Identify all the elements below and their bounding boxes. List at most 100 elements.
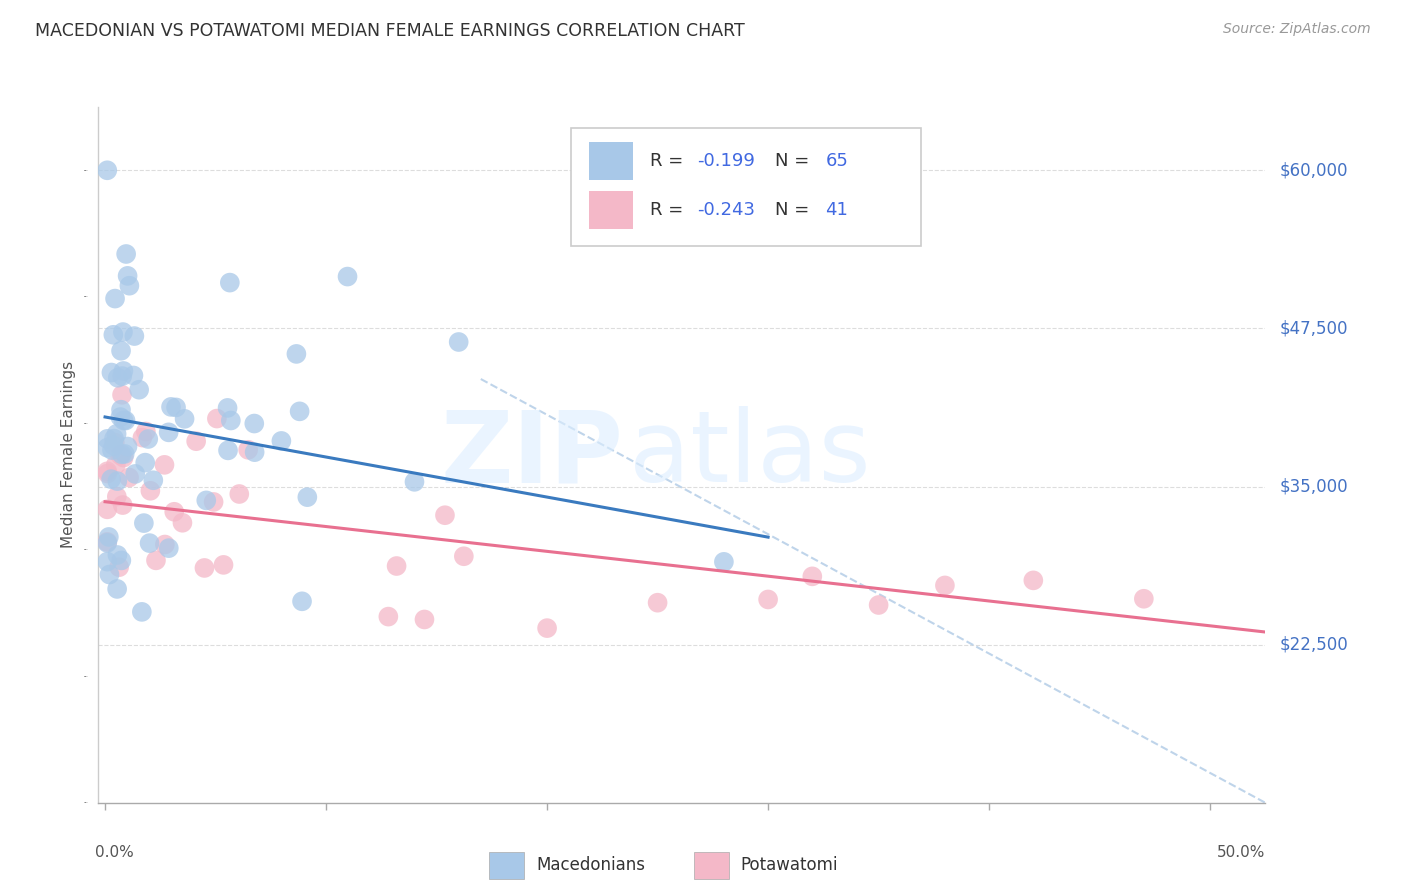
Point <box>134 456 156 470</box>
Point <box>1133 591 1156 606</box>
Text: $60,000: $60,000 <box>1279 161 1348 179</box>
Point <box>118 470 141 484</box>
Point <box>112 450 135 465</box>
Point <box>96 502 118 516</box>
Point <box>1022 574 1045 588</box>
Point <box>138 536 160 550</box>
Point <box>228 487 250 501</box>
Point <box>96 432 118 446</box>
Point <box>413 612 436 626</box>
Point <box>103 327 125 342</box>
Point <box>285 347 308 361</box>
Point <box>110 553 132 567</box>
Point <box>219 413 242 427</box>
FancyBboxPatch shape <box>589 191 633 228</box>
Point <box>105 582 128 596</box>
Point <box>110 343 132 358</box>
Text: MACEDONIAN VS POTAWATOMI MEDIAN FEMALE EARNINGS CORRELATION CHART: MACEDONIAN VS POTAWATOMI MEDIAN FEMALE E… <box>35 22 745 40</box>
Point <box>217 443 239 458</box>
Point <box>105 490 128 504</box>
Point <box>453 549 475 564</box>
Point <box>104 292 127 306</box>
Point <box>97 530 120 544</box>
Point <box>117 440 139 454</box>
Point <box>205 411 228 425</box>
Point <box>124 329 146 343</box>
Point <box>195 493 218 508</box>
Y-axis label: Median Female Earnings: Median Female Earnings <box>60 361 76 549</box>
Point <box>243 445 266 459</box>
FancyBboxPatch shape <box>693 852 728 880</box>
Point <box>111 369 134 384</box>
Point <box>103 432 125 446</box>
Point <box>536 621 558 635</box>
Point <box>107 370 129 384</box>
Text: Potawatomi: Potawatomi <box>741 856 838 874</box>
Point <box>270 434 292 448</box>
Text: R =: R = <box>651 153 683 170</box>
Point <box>157 425 180 440</box>
Point <box>108 560 131 574</box>
Point <box>297 490 319 504</box>
Point <box>105 474 128 488</box>
Point <box>104 458 127 472</box>
Point <box>101 443 124 458</box>
Point <box>291 594 314 608</box>
Point <box>647 596 669 610</box>
Point <box>756 592 779 607</box>
Point <box>404 475 426 489</box>
Point <box>96 163 118 178</box>
Point <box>115 247 138 261</box>
Point <box>136 432 159 446</box>
Point <box>447 334 470 349</box>
Point <box>153 458 176 472</box>
Point <box>163 505 186 519</box>
Text: 50.0%: 50.0% <box>1218 845 1265 860</box>
Point <box>111 447 134 461</box>
Point <box>96 467 118 481</box>
Text: 65: 65 <box>825 153 848 170</box>
Point <box>160 400 183 414</box>
FancyBboxPatch shape <box>589 142 633 180</box>
Text: N =: N = <box>775 201 810 219</box>
Text: -0.243: -0.243 <box>697 201 755 219</box>
Point <box>112 413 135 427</box>
Point <box>288 404 311 418</box>
Text: Source: ZipAtlas.com: Source: ZipAtlas.com <box>1223 22 1371 37</box>
Point <box>217 401 239 415</box>
Point <box>433 508 456 523</box>
Point <box>110 448 132 462</box>
Point <box>157 541 180 556</box>
Point <box>934 578 956 592</box>
Point <box>112 364 135 378</box>
Point <box>153 537 176 551</box>
Point <box>111 388 134 402</box>
Point <box>114 413 136 427</box>
FancyBboxPatch shape <box>571 128 921 246</box>
Text: R =: R = <box>651 201 683 219</box>
Point <box>100 472 122 486</box>
Point <box>212 558 235 572</box>
Point <box>103 439 125 453</box>
Point <box>243 417 266 431</box>
Point <box>117 268 139 283</box>
Point <box>124 467 146 481</box>
Point <box>118 278 141 293</box>
Point <box>96 441 118 455</box>
Point <box>132 516 155 530</box>
Text: ZIP: ZIP <box>440 407 623 503</box>
Text: 0.0%: 0.0% <box>96 845 134 860</box>
Text: -0.199: -0.199 <box>697 153 755 170</box>
Point <box>107 548 129 562</box>
Point <box>238 442 260 457</box>
Point <box>96 464 118 478</box>
Point <box>202 495 225 509</box>
Point <box>110 410 132 425</box>
Point <box>145 553 167 567</box>
Point <box>713 555 735 569</box>
Point <box>114 447 136 461</box>
Point <box>110 402 132 417</box>
Point <box>193 561 215 575</box>
Text: N =: N = <box>775 153 810 170</box>
Text: $47,500: $47,500 <box>1279 319 1348 337</box>
